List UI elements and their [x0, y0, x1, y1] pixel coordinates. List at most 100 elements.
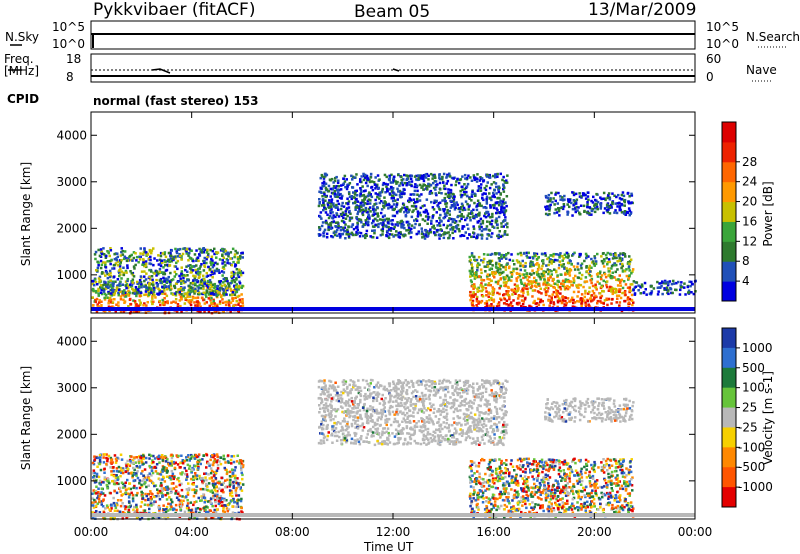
power-cell	[502, 198, 505, 201]
velocity-cell	[186, 499, 189, 502]
power-cell	[397, 173, 400, 177]
power-cell	[104, 293, 108, 297]
power-cell	[323, 184, 326, 187]
power-cell	[420, 230, 424, 233]
power-cell	[485, 275, 489, 278]
velocity-cell	[133, 505, 136, 509]
velocity-cell	[135, 510, 139, 514]
power-cell	[498, 230, 501, 233]
power-cell	[484, 283, 487, 286]
power-cell	[227, 255, 230, 258]
power-cell	[599, 300, 602, 303]
power-cell	[472, 295, 475, 299]
power-cell	[450, 183, 453, 187]
power-cell	[234, 303, 237, 307]
power-cell	[161, 285, 164, 289]
velocity-cell	[133, 456, 136, 459]
power-cell	[175, 251, 179, 255]
velocity-cell	[166, 485, 169, 489]
velocity-cell	[160, 491, 163, 495]
velocity-cell	[100, 480, 104, 484]
power-cell	[537, 274, 540, 278]
power-cell	[332, 220, 336, 223]
power-cell	[356, 232, 359, 235]
power-cell	[424, 215, 428, 218]
power-cell	[497, 301, 501, 304]
power-cell	[336, 199, 339, 203]
power-cell	[232, 273, 236, 276]
power-cell	[616, 268, 619, 271]
power-cell	[442, 233, 445, 236]
power-cell	[495, 305, 499, 308]
power-cell	[461, 204, 464, 207]
velocity-cell	[158, 498, 162, 501]
power-cell	[578, 300, 581, 303]
power-cell	[102, 287, 105, 291]
power-cell	[359, 187, 362, 190]
power-cell	[613, 291, 617, 294]
power-cell	[475, 258, 479, 262]
power-cell	[425, 184, 429, 188]
power-cell	[620, 193, 624, 197]
power-cell	[593, 255, 596, 258]
power-cell	[143, 248, 146, 251]
power-cell	[178, 290, 181, 294]
velocity-cell	[187, 506, 190, 510]
power-cell	[416, 184, 419, 187]
velocity-cell	[103, 453, 106, 456]
power-cell	[379, 211, 383, 215]
power-cell	[333, 179, 337, 183]
velocity-cell	[157, 490, 160, 493]
power-cell	[182, 288, 186, 292]
power-cell	[368, 180, 372, 184]
power-cell	[344, 237, 347, 240]
power-cell	[592, 296, 596, 299]
power-cell	[408, 229, 412, 233]
velocity-cell	[187, 509, 191, 512]
power-cell	[556, 299, 560, 302]
power-cell	[497, 203, 501, 207]
power-cell	[563, 288, 567, 291]
power-cell	[607, 208, 610, 211]
power-cell	[481, 221, 485, 225]
power-cell	[391, 214, 395, 218]
power-cell	[191, 258, 194, 261]
power-cell	[229, 282, 232, 285]
power-cell	[241, 304, 245, 307]
power-cell	[506, 233, 509, 236]
power-cell	[486, 210, 490, 214]
power-cell	[100, 250, 103, 253]
power-cell	[410, 224, 414, 227]
power-cell	[480, 204, 483, 208]
power-cell	[205, 271, 208, 275]
power-cell	[572, 277, 575, 280]
power-cell	[226, 251, 229, 254]
power-cell	[566, 198, 570, 201]
velocity-cell	[114, 476, 118, 480]
power-cell	[620, 210, 624, 214]
velocity-cell	[174, 461, 177, 464]
power-cell	[480, 282, 483, 285]
power-cell	[381, 187, 384, 191]
power-cell	[132, 251, 136, 254]
velocity-cell	[144, 461, 148, 464]
power-cell	[625, 268, 628, 271]
velocity-cell	[164, 488, 167, 491]
power-cell	[216, 262, 219, 266]
power-cell	[363, 202, 367, 205]
power-cell	[613, 264, 617, 267]
power-cell	[666, 283, 670, 287]
power-cell	[222, 277, 225, 281]
power-cell	[100, 304, 103, 307]
velocity-cell	[226, 454, 230, 457]
power-cell	[169, 254, 173, 257]
velocity-cell	[215, 508, 219, 511]
velocity-cell	[213, 486, 216, 489]
power-cell	[330, 208, 333, 211]
power-cell	[494, 262, 498, 266]
power-cell	[482, 279, 486, 282]
power-cell	[479, 275, 482, 279]
power-cell	[226, 261, 229, 265]
power-cell	[218, 281, 221, 284]
velocity-cell	[154, 484, 158, 487]
